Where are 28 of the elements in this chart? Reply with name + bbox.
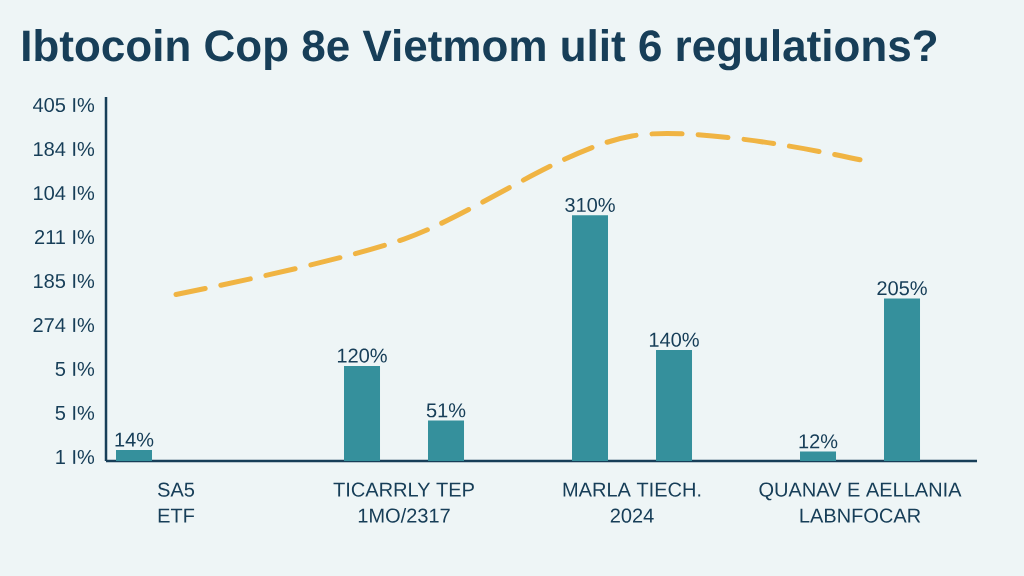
text: 185 I% <box>34 273 95 289</box>
bar <box>116 449 152 461</box>
bar <box>344 365 381 461</box>
x-tick-label: SA5 ETF <box>158 482 195 523</box>
x-tick-label: MARLA TIECH. 2024 <box>563 482 701 523</box>
bar <box>428 420 465 461</box>
text: 5 I% <box>55 361 95 377</box>
data-label: 310% <box>565 197 615 213</box>
text: 405 I% <box>32 97 95 113</box>
text: 274 I% <box>33 317 95 333</box>
chart-title: Ibtocoin Cop 8e Vietmom ulit 6 regulations? <box>23 29 937 71</box>
data-label: 51% <box>426 403 466 418</box>
bar <box>656 350 693 461</box>
text: 211 I% <box>35 229 95 245</box>
data-label: 120% <box>337 348 387 363</box>
bar <box>572 215 609 461</box>
text: 184 I% <box>34 141 95 157</box>
text: 1 I% <box>56 450 95 464</box>
bar <box>800 451 837 461</box>
data-label: 12% <box>799 434 838 449</box>
x-tick-label: TICARRLY TEP 1MO/2317 <box>333 482 474 523</box>
bar <box>884 298 921 461</box>
text: 5 I% <box>55 405 95 421</box>
x-tick-label: QUANAV E AELLANIA LABNFOCAR <box>759 482 962 523</box>
data-label: 14% <box>115 432 154 447</box>
text: 104 I% <box>34 185 95 201</box>
data-label: 205% <box>877 281 927 296</box>
data-label: 140% <box>649 332 699 347</box>
